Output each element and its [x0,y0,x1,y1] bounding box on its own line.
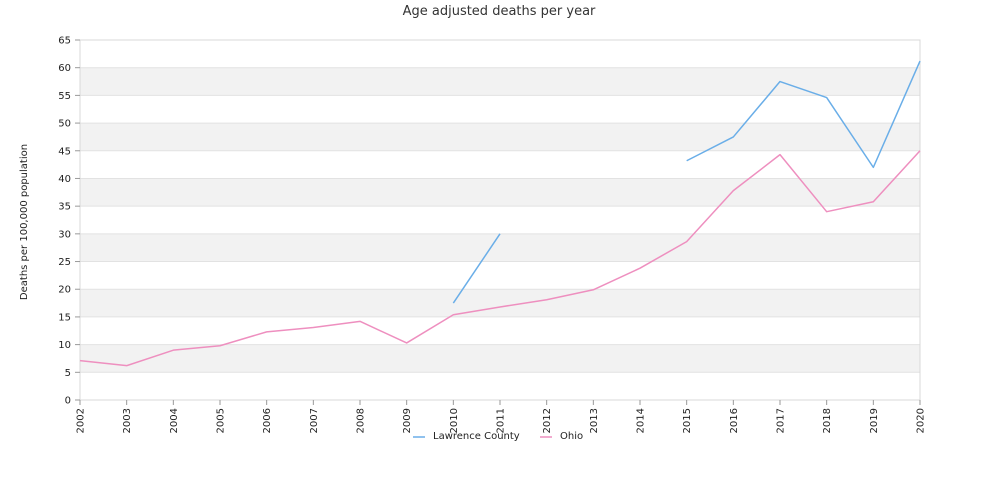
chart-title: Age adjusted deaths per year [403,4,596,19]
y-axis-ticks: 0 5 10 15 20 25 30 35 40 45 50 55 60 65 [58,36,80,407]
x-tick-label: 2008 [356,408,367,433]
x-tick-label: 2003 [122,408,133,433]
x-tick-label: 2004 [169,408,180,433]
y-tick-label: 65 [58,36,71,47]
x-tick-label: 2016 [729,408,740,433]
x-tick-label: 2009 [402,408,413,433]
y-tick-label: 60 [58,63,71,74]
y-tick-label: 5 [65,368,71,379]
y-tick-label: 10 [58,340,71,351]
x-axis-ticks: 2002 2003 2004 2005 2006 2007 2008 2009 2010 2011… [76,400,927,433]
y-tick-label: 30 [58,229,71,240]
legend-label: Ohio [560,431,583,442]
grid-band [80,289,920,317]
grid-band [80,234,920,262]
x-tick-label: 2014 [636,408,647,433]
y-tick-label: 55 [58,91,71,102]
y-tick-label: 35 [58,202,71,213]
x-tick-label: 2015 [682,408,693,433]
x-tick-label: 2002 [76,408,87,433]
series-lines [80,61,920,366]
x-tick-label: 2018 [822,408,833,433]
grid-band [80,345,920,373]
x-tick-label: 2007 [309,408,320,433]
x-tick-label: 2019 [869,408,880,433]
x-tick-label: 2010 [449,408,460,433]
y-tick-label: 20 [58,285,71,296]
grid-band [80,123,920,151]
x-tick-label: 2017 [776,408,787,433]
legend-item[interactable]: Lawrence County [413,431,520,442]
y-tick-label: 25 [58,257,71,268]
x-tick-label: 2005 [216,408,227,433]
x-tick-label: 2011 [496,408,507,433]
x-tick-label: 2013 [589,408,600,433]
x-tick-label: 2006 [262,408,273,433]
x-tick-label: 2012 [542,408,553,433]
y-tick-label: 50 [58,119,71,130]
y-tick-label: 40 [58,174,71,185]
x-tick-label: 2020 [916,408,927,433]
y-tick-label: 15 [58,312,71,323]
legend[interactable]: Lawrence County Ohio [413,431,583,442]
grid-band [80,178,920,206]
y-axis-label: Deaths per 100,000 population [19,144,30,300]
grid-band [80,68,920,96]
y-tick-label: 45 [58,146,71,157]
legend-label: Lawrence County [433,431,520,442]
grid-bands [80,68,920,373]
y-tick-label: 0 [65,396,71,407]
